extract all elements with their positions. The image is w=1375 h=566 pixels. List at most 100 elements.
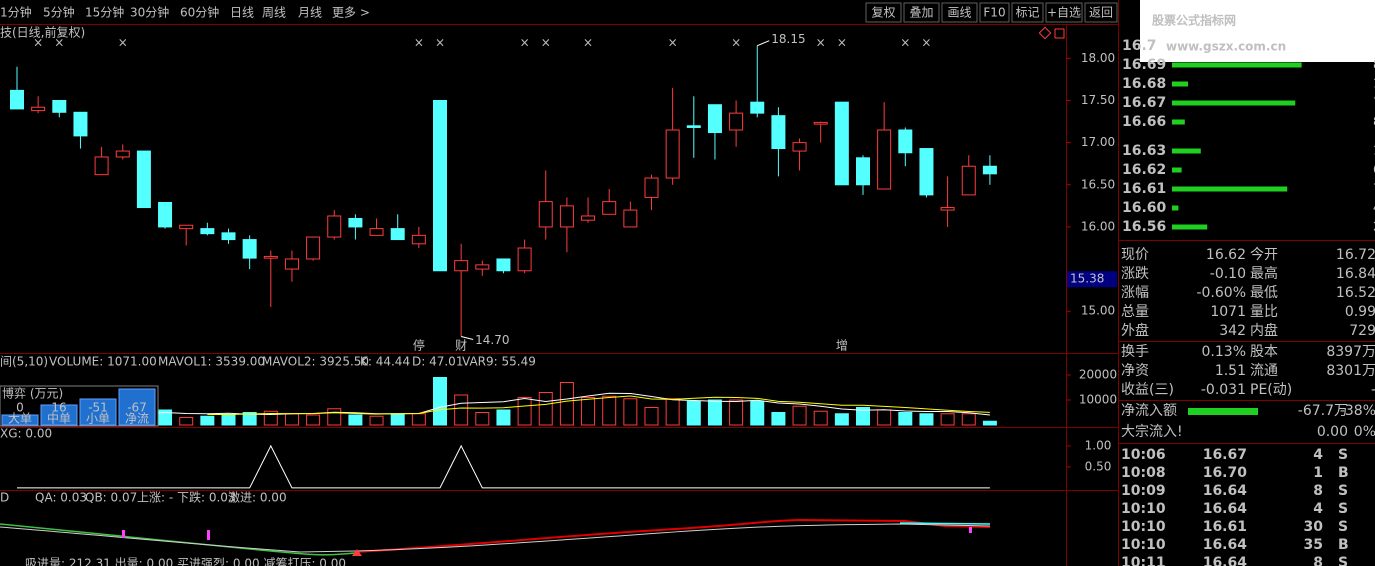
quote-value: 0.13%: [1202, 344, 1246, 360]
candle-body: [538, 201, 553, 228]
trade-volume: 8: [1313, 483, 1323, 499]
toolbar-button[interactable]: [1084, 2, 1118, 23]
book-bar: [1172, 205, 1179, 211]
volume-bar: [771, 412, 786, 426]
book-price: 16.63: [1122, 143, 1166, 159]
icon[interactable]: [1038, 26, 1052, 40]
trade-side: S: [1338, 447, 1348, 463]
toolbar-button-label[interactable]: 返回: [1089, 6, 1113, 20]
candle-body: [940, 207, 955, 211]
indicator-tick: [122, 530, 125, 538]
candle-body: [475, 264, 490, 270]
indicator-tick: [207, 530, 210, 540]
volume-bar: [369, 415, 384, 426]
icon[interactable]: [1054, 28, 1065, 39]
trade-volume: 30: [1304, 519, 1324, 535]
period-tab[interactable]: 60分钟: [180, 5, 219, 20]
candle-body: [813, 121, 828, 125]
toolbar-button-label[interactable]: 画线: [947, 6, 971, 20]
candle-body: [686, 125, 701, 128]
signal-marker: ×: [816, 36, 826, 50]
chart-title: 技(日线,前复权): [0, 25, 85, 40]
game-box-label: 大单: [8, 412, 32, 426]
trade-side: S: [1338, 483, 1348, 499]
quote-label: 最高: [1250, 265, 1278, 282]
toolbar-button[interactable]: [979, 2, 1010, 23]
y-tick-label: 16.50: [1081, 177, 1115, 191]
annotation: 增: [836, 339, 848, 353]
book-bar: [1172, 224, 1208, 230]
volume-bar: [940, 413, 955, 426]
quote-label: 收益(三): [1121, 382, 1174, 398]
toolbar-button[interactable]: [1045, 2, 1083, 23]
period-tab[interactable]: 15分钟: [85, 5, 124, 20]
toolbar-button-label[interactable]: +自选: [1047, 6, 1081, 20]
period-tab[interactable]: 日线: [230, 6, 254, 20]
candle-body: [792, 142, 807, 152]
book-volume: 77: [1373, 96, 1375, 110]
quote-label: 涨跌: [1121, 266, 1149, 282]
game-box-value: 0: [16, 401, 24, 415]
trade-time: 10:10: [1121, 519, 1166, 535]
book-price: 16.62: [1122, 162, 1166, 178]
y-tick-label: 18.00: [1081, 51, 1115, 65]
book-bar: [1172, 148, 1201, 154]
flow-value: 0.00: [1317, 424, 1348, 440]
period-tab[interactable]: 5分钟: [43, 5, 75, 20]
period-tab[interactable]: 更多 >: [332, 6, 370, 20]
volume-bar: [517, 397, 532, 426]
indicator-legend: D: [0, 491, 9, 505]
toolbar-button-label[interactable]: F10: [983, 6, 1005, 20]
book-bar: [1172, 119, 1185, 125]
period-tab[interactable]: 周线: [262, 6, 286, 20]
quote-value: 342: [1219, 323, 1246, 339]
candle-body: [136, 150, 151, 209]
candle-body: [242, 239, 257, 259]
volume-bar: [454, 394, 469, 426]
trade-price: 16.64: [1203, 537, 1248, 553]
trade-time: 10:06: [1121, 447, 1166, 463]
period-tab[interactable]: 30分钟: [130, 5, 169, 20]
volume-bar: [242, 412, 257, 426]
toolbar-button-label[interactable]: 标记: [1015, 6, 1039, 20]
toolbar-button[interactable]: [1011, 2, 1044, 23]
volume-bar: [877, 409, 892, 426]
toolbar-button-label[interactable]: 复权: [871, 6, 895, 20]
candle-body: [834, 101, 849, 186]
game-box-bar: [79, 398, 117, 426]
trade-time: 10:10: [1121, 501, 1166, 517]
volume-bar: [707, 399, 722, 426]
signal-marker: ×: [921, 36, 931, 50]
quote-value: 16.84: [1336, 266, 1375, 282]
candle-body: [284, 258, 299, 270]
toolbar-button[interactable]: [941, 2, 978, 23]
signal-marker: ×: [900, 36, 910, 50]
candle-body: [115, 150, 130, 158]
trade-time: 10:08: [1121, 465, 1166, 481]
candle-body: [707, 104, 722, 134]
game-box-value: -51: [88, 401, 108, 415]
volume-bar: [750, 400, 765, 426]
signal-marker: ×: [118, 36, 128, 50]
signal-marker: ×: [731, 36, 741, 50]
trade-side: S: [1338, 501, 1348, 517]
y-tick-label: 16.00: [1081, 219, 1115, 233]
volume-bar: [665, 398, 680, 426]
volume-bar: [834, 413, 849, 426]
volume-bar: [327, 408, 342, 426]
quote-label: 内盘: [1250, 322, 1278, 339]
toolbar-button[interactable]: [903, 2, 940, 23]
toolbar-button-label[interactable]: 叠加: [909, 6, 933, 20]
y-tick-label: 15.00: [1081, 304, 1115, 318]
volume-legend: D: 47.01: [412, 355, 463, 369]
period-tab[interactable]: 1分钟: [0, 5, 32, 20]
candle-body: [73, 111, 88, 137]
game-box-value: -67: [127, 401, 147, 415]
toolbar-button[interactable]: [865, 2, 902, 23]
book-bar: [1172, 186, 1288, 192]
quote-label: 现价: [1121, 247, 1149, 263]
period-tab[interactable]: 月线: [298, 6, 322, 20]
candle-body: [877, 129, 892, 190]
